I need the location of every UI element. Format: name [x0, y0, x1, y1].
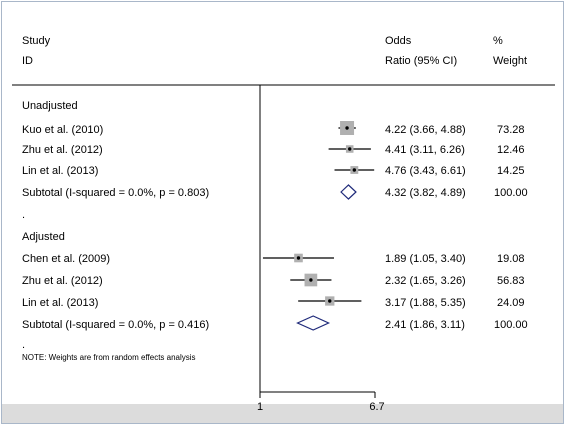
- study-ci-text: 3.17 (1.88, 5.35): [385, 297, 466, 309]
- subtotal-ci-text: 4.32 (3.82, 4.89): [385, 187, 466, 199]
- group-separator: .: [22, 209, 25, 221]
- subtotal-weight: 100.00: [494, 319, 528, 331]
- study-weight: 73.28: [497, 124, 525, 136]
- point-estimate: [348, 147, 352, 151]
- header-percent: %: [493, 35, 503, 47]
- x-tick-label-6-7: 6.7: [369, 401, 384, 413]
- study-name: Zhu et al. (2012): [22, 144, 103, 156]
- study-ci-text: 4.41 (3.11, 6.26): [385, 144, 465, 156]
- study-ci-text: 4.76 (3.43, 6.61): [385, 165, 466, 177]
- header-study: Study: [22, 35, 51, 47]
- study-weight: 14.25: [497, 165, 525, 177]
- study-ci-text: 2.32 (1.65, 3.26): [385, 275, 466, 287]
- study-name: Kuo et al. (2010): [22, 124, 103, 136]
- group-label-adjusted: Adjusted: [22, 231, 65, 243]
- header-odds: Odds: [385, 35, 412, 47]
- subtotal-label: Subtotal (I-squared = 0.0%, p = 0.416): [22, 319, 209, 331]
- study-name: Chen et al. (2009): [22, 253, 110, 265]
- header-weight: Weight: [493, 55, 527, 67]
- footnote: NOTE: Weights are from random effects an…: [22, 353, 196, 362]
- study-weight: 24.09: [497, 297, 525, 309]
- study-weight: 56.83: [497, 275, 525, 287]
- subtotal-label: Subtotal (I-squared = 0.0%, p = 0.803): [22, 187, 209, 199]
- subtotal-ci-text: 2.41 (1.86, 3.11): [385, 319, 465, 331]
- study-ci-text: 1.89 (1.05, 3.40): [385, 253, 466, 265]
- study-weight: 19.08: [497, 253, 525, 265]
- subtotal-weight: 100.00: [494, 187, 528, 199]
- x-tick-label-1: 1: [257, 401, 263, 413]
- study-name: Zhu et al. (2012): [22, 275, 103, 287]
- subtotal-diamond: [296, 315, 331, 331]
- group-label-unadjusted: Unadjusted: [22, 100, 78, 112]
- point-estimate: [328, 299, 332, 303]
- study-name: Lin et al. (2013): [22, 297, 98, 309]
- plot-marks: [262, 121, 375, 331]
- subtotal-diamond: [340, 184, 357, 200]
- point-estimate: [309, 278, 313, 282]
- study-weight: 12.46: [497, 144, 525, 156]
- header-id: ID: [22, 55, 33, 67]
- study-name: Lin et al. (2013): [22, 165, 98, 177]
- point-estimate: [345, 126, 349, 130]
- point-estimate: [352, 168, 357, 172]
- study-ci-text: 4.22 (3.66, 4.88): [385, 124, 466, 136]
- header-ratio-ci: Ratio (95% CI): [385, 55, 457, 67]
- point-estimate: [296, 256, 301, 260]
- note-separator: .: [22, 339, 25, 351]
- axis-band: [2, 404, 563, 423]
